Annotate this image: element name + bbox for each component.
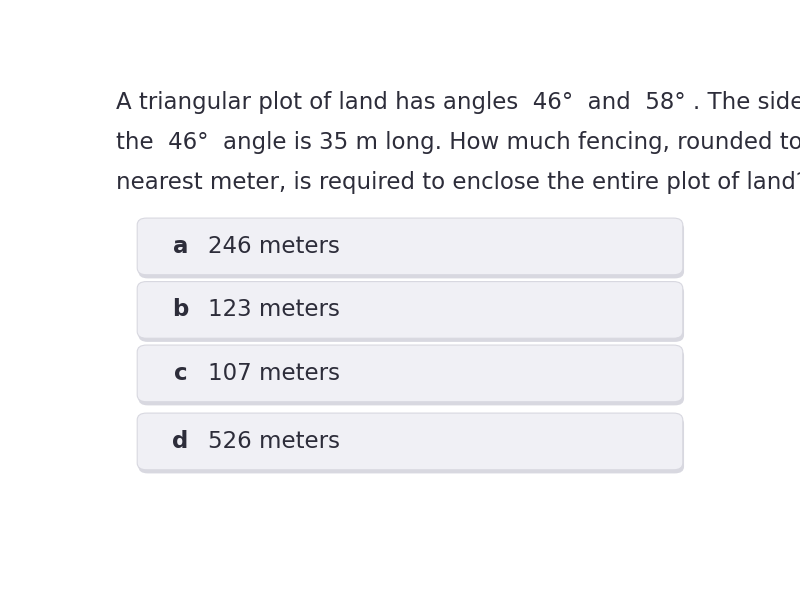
FancyBboxPatch shape (138, 221, 684, 279)
Text: 107 meters: 107 meters (209, 362, 341, 385)
Text: b: b (173, 299, 189, 322)
FancyBboxPatch shape (138, 345, 683, 402)
Text: d: d (173, 430, 189, 453)
Text: 123 meters: 123 meters (209, 299, 340, 322)
FancyBboxPatch shape (138, 413, 683, 470)
FancyBboxPatch shape (138, 349, 684, 405)
FancyBboxPatch shape (138, 417, 684, 474)
Text: c: c (174, 362, 187, 385)
Text: A triangular plot of land has angles  46°  and  58° . The side opposite: A triangular plot of land has angles 46°… (115, 91, 800, 114)
Text: the  46°  angle is 35 m long. How much fencing, rounded to the: the 46° angle is 35 m long. How much fen… (115, 131, 800, 154)
Text: 246 meters: 246 meters (209, 235, 340, 258)
FancyBboxPatch shape (138, 282, 683, 338)
FancyBboxPatch shape (138, 218, 683, 274)
FancyBboxPatch shape (138, 285, 684, 342)
Text: 526 meters: 526 meters (209, 430, 341, 453)
Text: a: a (173, 235, 188, 258)
Text: nearest meter, is required to enclose the entire plot of land?: nearest meter, is required to enclose th… (115, 171, 800, 194)
